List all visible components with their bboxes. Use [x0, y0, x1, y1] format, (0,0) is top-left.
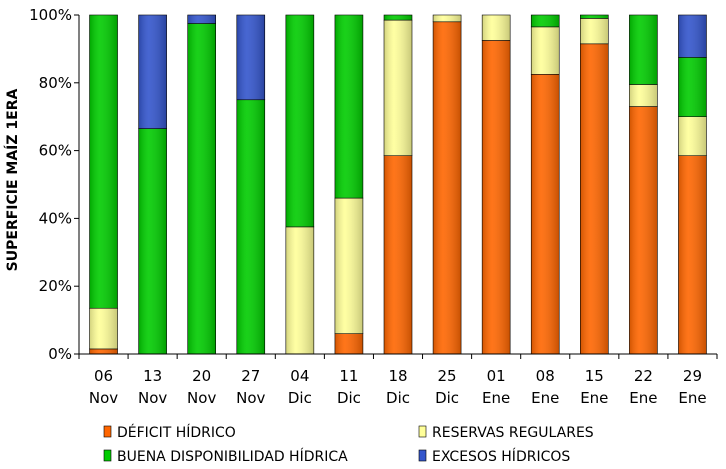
x-tick-label-day: 29	[683, 367, 702, 385]
legend: DÉFICIT HÍDRICO RESERVAS REGULARES BUENA D…	[103, 424, 594, 465]
y-tick-label: 100%	[29, 6, 72, 24]
y-tick-label: 80%	[39, 74, 72, 92]
bar-shade-4-27-Nov	[236, 15, 265, 100]
y-tick-labels: 0% 20% 40% 60% 80% 100%	[29, 6, 72, 363]
x-tick-labels: 06 Nov 13 Nov 20 Nov 27 Nov 04 Dic 11 Dic 18 Dic 25 Dic…	[89, 367, 707, 407]
x-tick-label-month: Nov	[236, 389, 265, 407]
x-tick-label-day: 27	[241, 367, 260, 385]
bar-shade-3-13-Nov	[138, 128, 167, 354]
x-tick-label-month: Nov	[89, 389, 118, 407]
y-tick-label: 40%	[39, 209, 72, 227]
bar-shade-3-27-Nov	[236, 99, 265, 354]
legend-label: RESERVAS REGULARES	[432, 425, 594, 441]
bar-shade-4-29-Ene	[678, 15, 707, 58]
bar-shade-2-06-Nov	[89, 308, 118, 349]
x-tick-label-month: Ene	[678, 389, 706, 407]
bar-shade-2-11-Dic	[334, 198, 363, 334]
legend-label: DÉFICIT HÍDRICO	[117, 424, 236, 441]
y-tick-label: 20%	[39, 277, 72, 295]
bar-shade-2-18-Dic	[384, 20, 412, 156]
y-tick-label: 60%	[39, 142, 72, 160]
bars-group	[89, 14, 707, 355]
bar-shade-3-11-Dic	[334, 15, 363, 199]
bar-shade-2-01-Ene	[482, 15, 511, 41]
legend-swatch	[418, 449, 427, 462]
legend-swatch	[103, 449, 112, 462]
bar-shade-4-13-Nov	[138, 15, 167, 129]
x-tick-label-month: Ene	[531, 389, 559, 407]
x-tick-label-day: 08	[536, 367, 555, 385]
bar-shade-3-15-Ene	[580, 15, 609, 19]
bar-shade-2-29-Ene	[678, 116, 707, 156]
x-tick-label-day: 25	[438, 367, 457, 385]
x-tick-label-day: 01	[487, 367, 506, 385]
x-tick-label-month: Nov	[187, 389, 216, 407]
bar-shade-1-18-Dic	[384, 155, 412, 354]
bar-shade-4-20-Nov	[187, 15, 216, 24]
bar-shade-3-04-Dic	[285, 15, 314, 227]
bar-shade-3-18-Dic	[384, 15, 412, 21]
legend-label: BUENA DISPONIBILIDAD HÍDRICA	[117, 448, 348, 465]
bar-shade-3-08-Ene	[531, 15, 560, 27]
x-tick-label-month: Dic	[337, 389, 361, 407]
bar-shade-1-15-Ene	[580, 43, 609, 354]
bar-shade-3-29-Ene	[678, 57, 707, 117]
x-tick-label-day: 15	[585, 367, 604, 385]
bar-shade-1-22-Ene	[629, 106, 658, 354]
x-tick-label-month: Nov	[138, 389, 167, 407]
bar-shade-1-01-Ene	[482, 40, 511, 355]
x-tick-label-day: 11	[339, 367, 358, 385]
x-tick-label-day: 22	[634, 367, 653, 385]
x-tick-label-day: 13	[143, 367, 162, 385]
legend-label: EXCESOS HÍDRICOS	[432, 448, 570, 465]
x-tick-label-month: Ene	[629, 389, 657, 407]
bar-shade-3-22-Ene	[629, 15, 658, 85]
x-tick-label-month: Dic	[435, 389, 459, 407]
bar-shade-2-08-Ene	[531, 26, 560, 75]
bar-shade-1-11-Dic	[334, 333, 363, 354]
legend-swatch	[418, 425, 427, 438]
bar-shade-2-25-Dic	[433, 15, 462, 22]
x-tick-label-day: 20	[192, 367, 211, 385]
axes-group	[74, 14, 718, 359]
bar-shade-3-20-Nov	[187, 23, 216, 354]
x-tick-label-month: Dic	[386, 389, 410, 407]
y-axis-label: SUPERFICIE MAÍZ 1ERA	[4, 89, 21, 272]
bar-shade-2-04-Dic	[285, 226, 314, 354]
x-tick-label-day: 18	[388, 367, 407, 385]
bar-shade-1-25-Dic	[433, 21, 462, 355]
x-tick-label-month: Dic	[288, 389, 312, 407]
bar-shade-1-06-Nov	[89, 348, 118, 354]
x-tick-label-day: 06	[94, 367, 113, 385]
x-tick-label-month: Ene	[482, 389, 510, 407]
x-tick-label-month: Ene	[580, 389, 608, 407]
bar-shade-1-08-Ene	[531, 74, 560, 354]
legend-swatch	[103, 425, 112, 438]
bar-shade-1-29-Ene	[678, 155, 707, 354]
bar-shade-2-15-Ene	[580, 18, 609, 44]
bar-shade-3-06-Nov	[89, 15, 118, 309]
y-tick-label: 0%	[48, 345, 72, 363]
x-tick-label-day: 04	[290, 367, 309, 385]
bar-shade-2-22-Ene	[629, 84, 658, 107]
